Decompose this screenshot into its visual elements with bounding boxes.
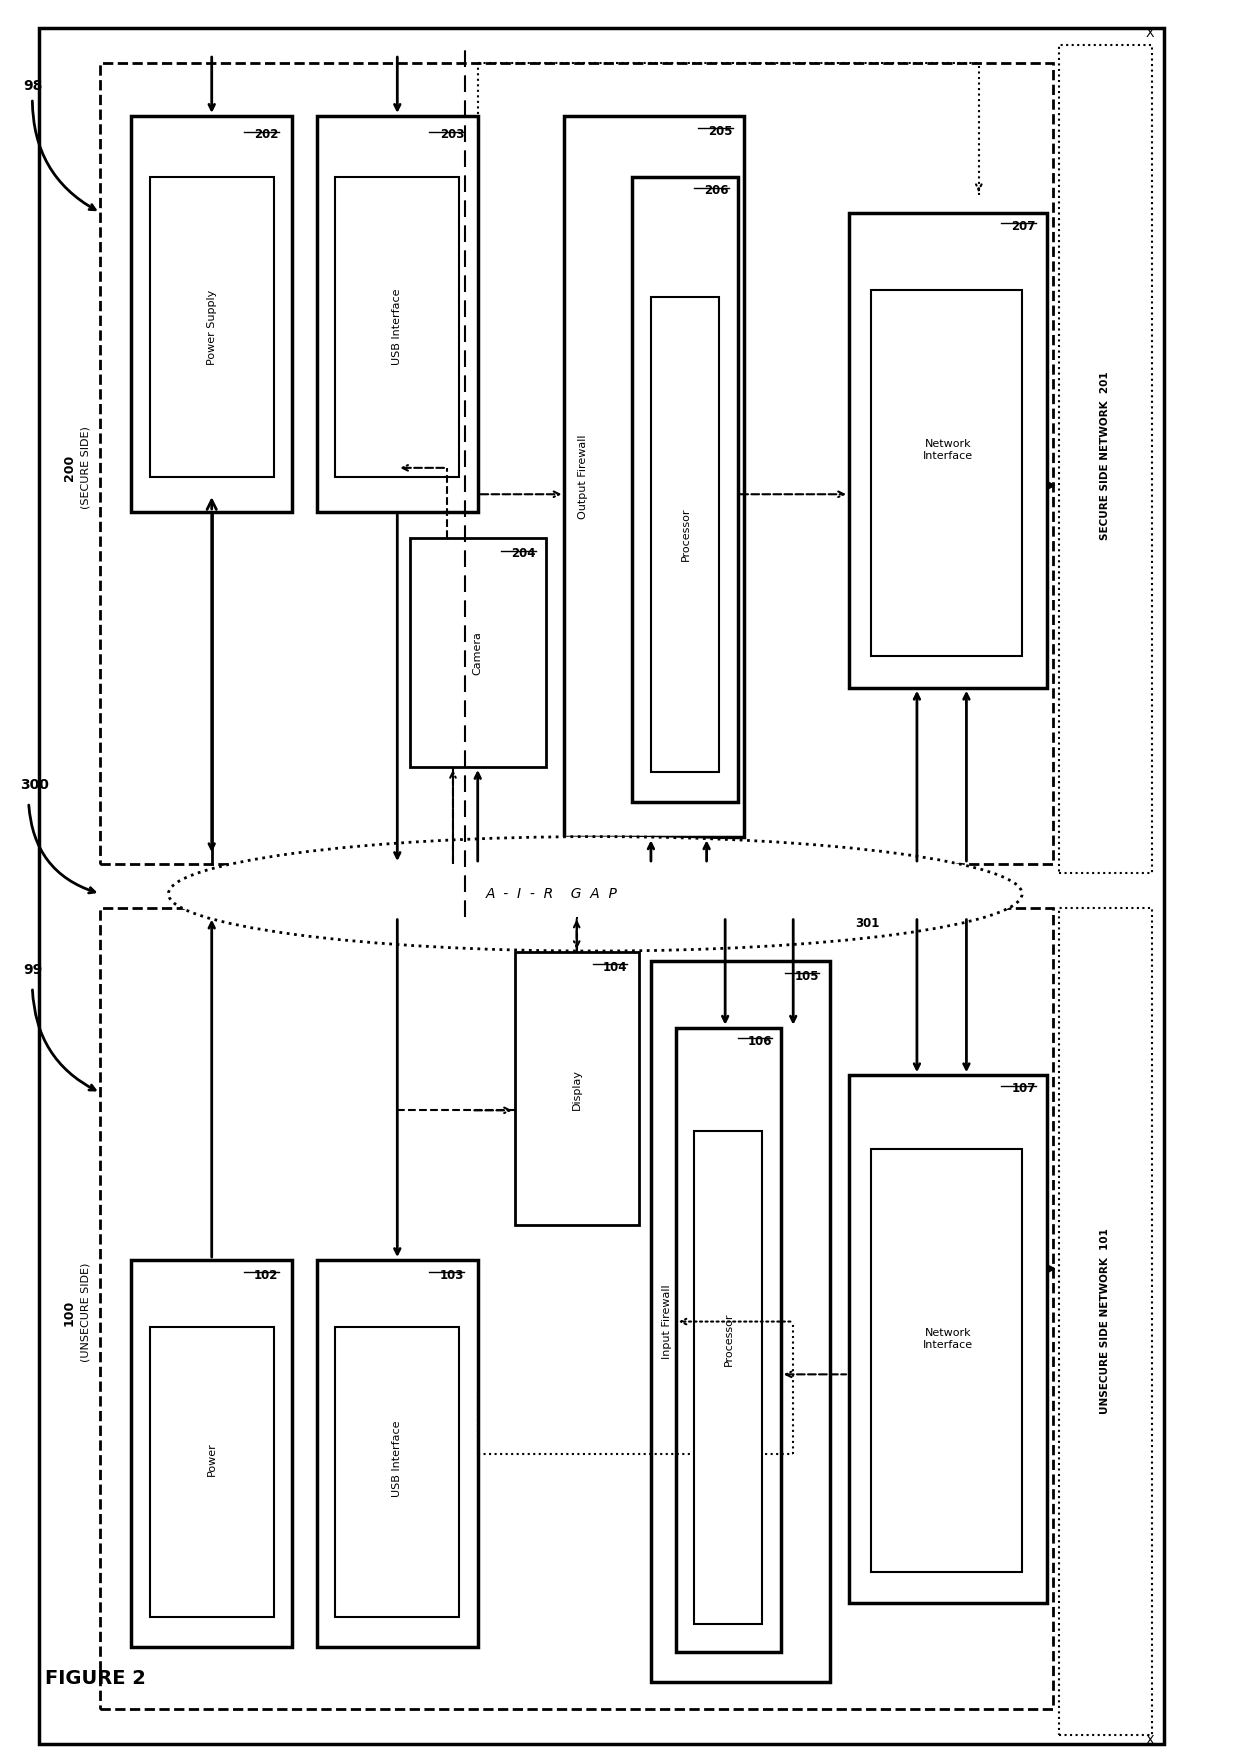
Text: UNSECURE SIDE NETWORK  101: UNSECURE SIDE NETWORK 101 (1100, 1229, 1110, 1414)
Text: 203: 203 (440, 129, 464, 141)
Bar (515, 952, 639, 1225)
Text: 102: 102 (254, 1269, 279, 1282)
Text: 106: 106 (748, 1035, 773, 1047)
Text: (UNSECURE SIDE): (UNSECURE SIDE) (81, 1262, 91, 1363)
Text: 107: 107 (1012, 1082, 1035, 1095)
Bar (100, 63, 1053, 864)
Bar (1059, 908, 1152, 1735)
Text: SECURE SIDE NETWORK  201: SECURE SIDE NETWORK 201 (1100, 372, 1110, 539)
Bar (317, 116, 477, 511)
Bar (849, 1075, 1047, 1603)
Bar (131, 116, 293, 511)
Bar (872, 1149, 1022, 1571)
Text: Power: Power (207, 1442, 217, 1476)
Text: Processor: Processor (681, 508, 691, 561)
Bar (564, 116, 744, 837)
Text: 207: 207 (1012, 220, 1035, 233)
Bar (100, 908, 1053, 1708)
Bar (336, 1328, 459, 1617)
Bar (336, 178, 459, 476)
Bar (676, 1028, 781, 1652)
Ellipse shape (169, 837, 1022, 950)
Text: 99: 99 (24, 963, 43, 977)
Bar (150, 178, 274, 476)
Bar (632, 178, 738, 802)
Text: Display: Display (572, 1068, 582, 1109)
Text: Power Supply: Power Supply (207, 289, 217, 365)
Text: 205: 205 (708, 125, 733, 138)
Text: 103: 103 (440, 1269, 464, 1282)
Text: 301: 301 (856, 917, 879, 929)
Text: Camera: Camera (472, 631, 482, 675)
Bar (131, 1261, 293, 1647)
Text: 204: 204 (511, 547, 536, 561)
Text: FIGURE 2: FIGURE 2 (45, 1670, 145, 1687)
Bar (409, 538, 546, 767)
Text: (SECURE SIDE): (SECURE SIDE) (81, 427, 91, 510)
Text: Network
Interface: Network Interface (923, 1328, 973, 1350)
Text: 105: 105 (795, 970, 820, 982)
Text: A  -  I  -  R    G  A  P: A - I - R G A P (486, 887, 618, 901)
Text: USB Interface: USB Interface (392, 289, 402, 365)
Bar (317, 1261, 477, 1647)
Bar (849, 213, 1047, 688)
Text: Processor: Processor (724, 1312, 734, 1366)
Text: 206: 206 (704, 185, 729, 197)
Text: Input Firewall: Input Firewall (662, 1283, 672, 1359)
Bar (150, 1328, 274, 1617)
Text: 202: 202 (254, 129, 279, 141)
Text: 104: 104 (603, 961, 627, 973)
Text: 300: 300 (20, 777, 48, 792)
Text: 100: 100 (63, 1299, 76, 1326)
Text: 200: 200 (63, 455, 76, 481)
Text: X: X (1146, 1735, 1154, 1747)
Text: X: X (1146, 26, 1154, 39)
Text: Output Firewall: Output Firewall (578, 434, 588, 518)
Text: 98: 98 (24, 79, 43, 93)
Bar (651, 298, 719, 772)
Bar (694, 1132, 763, 1624)
Bar (872, 291, 1022, 656)
Text: Network
Interface: Network Interface (923, 439, 973, 462)
Bar (651, 961, 831, 1682)
Bar (1059, 46, 1152, 873)
Text: USB Interface: USB Interface (392, 1421, 402, 1497)
